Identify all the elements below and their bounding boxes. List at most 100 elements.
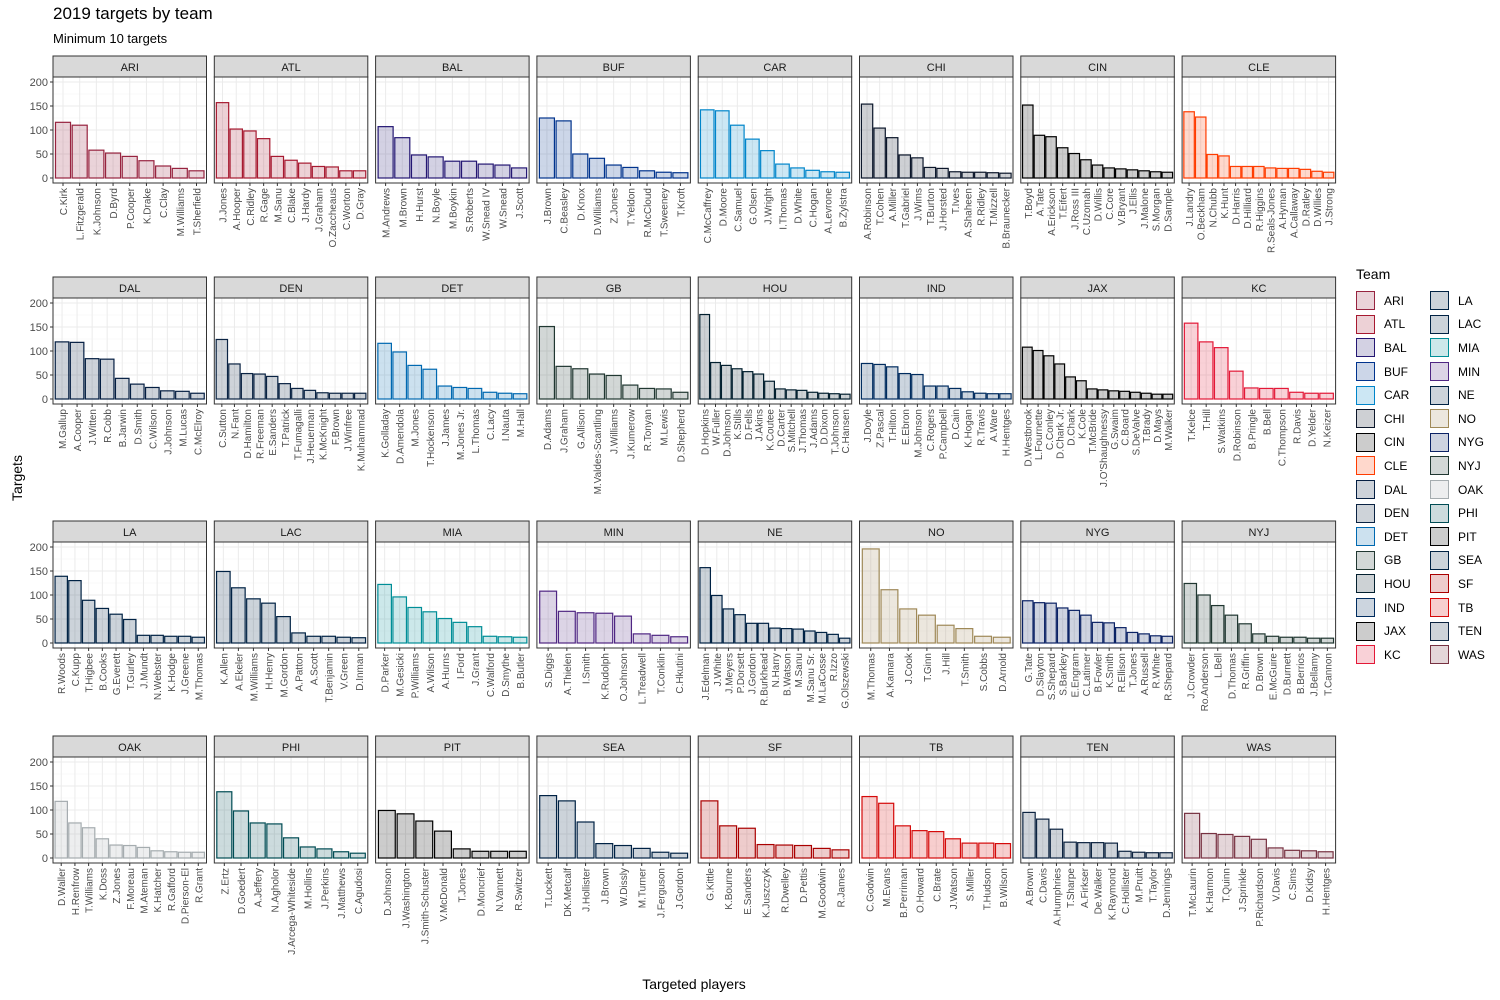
bar: [136, 846, 151, 859]
x-tick-label: H.Hentges: [1322, 868, 1333, 915]
x-tick-label: M.Williams: [176, 188, 187, 236]
bar: [191, 636, 206, 644]
x-tick-label: S.Shepard: [1047, 653, 1058, 700]
bar: [81, 599, 96, 644]
x-tick-label: A.Thielen: [563, 653, 574, 695]
legend-key: [1356, 503, 1375, 523]
bar: [1304, 392, 1319, 400]
bar: [1253, 165, 1265, 179]
bar: [737, 827, 756, 859]
legend-label: DET: [1384, 529, 1408, 544]
bar: [171, 167, 188, 179]
x-tick-label: R.White: [1152, 653, 1163, 689]
x-tick-label: G.Olsen: [748, 188, 759, 225]
x-tick-label: P.Cooper: [126, 187, 137, 229]
x-tick-label: G.Kittle: [705, 868, 716, 901]
bar: [885, 137, 899, 179]
bar: [164, 635, 178, 644]
bar: [1224, 614, 1239, 644]
bar: [572, 368, 589, 400]
x-tick-label: B.Braunecker: [1001, 187, 1012, 248]
x-tick-label: D.Harris: [1232, 188, 1243, 225]
legend-item: CAR: [1356, 383, 1430, 407]
facet-strip-label: LAC: [280, 527, 301, 539]
x-tick-label: E.Engram: [1070, 653, 1081, 697]
bar: [352, 170, 367, 179]
x-tick-label: V.McDonald: [439, 868, 450, 922]
chart-title: 2019 targets by team: [53, 4, 213, 23]
bar: [256, 138, 271, 179]
y-tick-label: 0: [42, 638, 48, 650]
bar: [394, 137, 411, 179]
x-tick-label: J.Washington: [402, 868, 413, 928]
x-tick-label: M.Andrews: [382, 188, 393, 238]
x-tick-label: J.O'Shaughnessy: [1099, 409, 1110, 487]
x-tick-label: K.Harmon: [1205, 868, 1216, 913]
bar: [655, 171, 672, 179]
bar: [1049, 828, 1064, 859]
x-tick-label: K.Muhammad: [356, 409, 367, 471]
bar: [1097, 389, 1109, 400]
bar: [1090, 842, 1105, 859]
x-tick-label: J.Ross III: [1070, 188, 1081, 230]
x-tick-label: D.Chark Jr.: [1056, 409, 1067, 459]
x-tick-label: T.Lockett: [544, 868, 555, 908]
x-tick-label: A.Erickson: [1047, 188, 1058, 236]
bar: [328, 392, 342, 400]
x-tick-label: V.Green: [340, 653, 351, 689]
x-tick-label: H.Henry: [264, 653, 275, 690]
bar: [1140, 392, 1152, 400]
x-tick-label: N.Webster: [153, 652, 164, 700]
x-tick-label: M.Thomas: [194, 653, 205, 700]
bar: [1183, 322, 1199, 400]
bar: [467, 387, 483, 400]
x-tick-label: D.Thomas: [1227, 653, 1238, 699]
bar: [911, 830, 928, 859]
x-tick-label: E.McGuire: [1269, 653, 1280, 701]
bar: [1300, 850, 1318, 859]
bar: [880, 589, 899, 644]
x-tick-label: T.Johnson: [830, 409, 841, 455]
chart-subtitle: Minimum 10 targets: [53, 31, 168, 46]
x-tick-label: R.McCloud: [643, 188, 654, 237]
bar: [377, 342, 393, 400]
legend-key: [1356, 527, 1375, 547]
x-tick-label: P.Campbell: [939, 409, 950, 459]
legend-label: NE: [1458, 388, 1475, 403]
bar: [827, 633, 839, 644]
legend-item: SF: [1430, 572, 1496, 596]
bar: [1184, 812, 1201, 859]
x-tick-label: P.Williams: [411, 653, 422, 698]
legend-item: IND: [1356, 596, 1430, 620]
x-tick-label: C.Clay: [159, 188, 170, 218]
x-tick-label: Z.Jones: [610, 188, 621, 224]
legend-label: NO: [1458, 411, 1476, 426]
bar: [1289, 391, 1304, 400]
y-tick-label: 50: [36, 370, 48, 382]
x-tick-label: K.Smith: [1105, 653, 1116, 688]
bar: [54, 575, 68, 644]
bar: [109, 613, 123, 644]
bar: [745, 622, 758, 644]
x-tick-label: J.Hill: [942, 653, 953, 675]
legend-item: LA: [1430, 289, 1496, 313]
bar: [150, 634, 164, 644]
bar: [1299, 168, 1312, 179]
panel-border: [375, 756, 530, 864]
bar: [1322, 171, 1335, 179]
facet-strip-label: CLE: [1248, 62, 1269, 74]
legend-item: CIN: [1356, 431, 1430, 455]
x-tick-label: D.Johnson: [722, 409, 733, 457]
bar: [828, 393, 840, 400]
x-tick-label: I.Nauta: [501, 409, 512, 442]
x-tick-label: E.Sanders: [268, 409, 279, 456]
bar: [1080, 159, 1092, 179]
x-tick-label: C.Latimer: [1082, 652, 1093, 696]
bar: [978, 842, 995, 859]
bar: [353, 392, 367, 400]
x-tick-label: R.Davis: [1292, 409, 1303, 444]
x-tick-label: J.Hollister: [582, 867, 593, 912]
bar: [497, 636, 513, 644]
bar: [150, 850, 164, 859]
legend-item: MIN: [1430, 360, 1496, 384]
